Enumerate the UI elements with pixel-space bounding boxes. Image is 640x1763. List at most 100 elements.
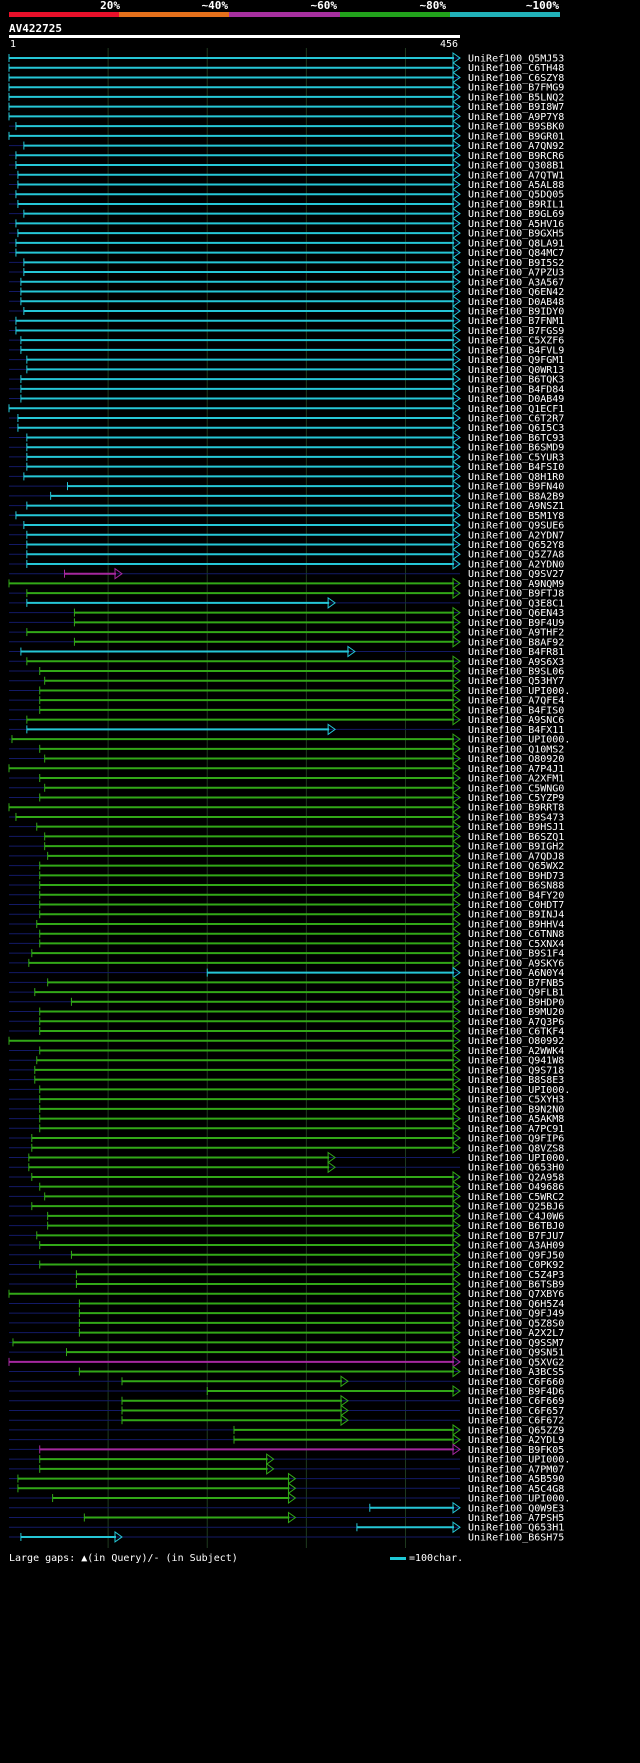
hit-label[interactable]: UniRef100_Q5XVG2	[468, 1357, 564, 1368]
hit-label[interactable]: UniRef100_Q9FLB1	[468, 988, 564, 999]
hit-label[interactable]: UniRef100_Q5DQ05	[468, 190, 564, 201]
hit-label[interactable]: UniRef100_Q9SV27	[468, 569, 564, 580]
hit-label[interactable]: UniRef100_B8S8E3	[468, 1075, 564, 1086]
hit-label[interactable]: UniRef100_C0HDT7	[468, 900, 564, 911]
hit-label[interactable]: UniRef100_A7QFE4	[468, 696, 564, 707]
hit-label[interactable]: UniRef100_B6TBJ0	[468, 1221, 564, 1232]
hit-label[interactable]: UniRef100_A2WWK4	[468, 1046, 564, 1057]
hit-label[interactable]: UniRef100_Q2A958	[468, 1172, 564, 1183]
hit-label[interactable]: UniRef100_O49686	[468, 1182, 564, 1193]
hit-label[interactable]: UniRef100_B9FN40	[468, 482, 564, 493]
hit-label[interactable]: UniRef100_Q8H1R0	[468, 472, 564, 483]
hit-label[interactable]: UniRef100_UPI000..	[468, 735, 569, 746]
hit-label[interactable]: UniRef100_B6SZQ1	[468, 832, 564, 843]
hit-label[interactable]: UniRef100_A9THF2	[468, 628, 564, 639]
hit-label[interactable]: UniRef100_D0AB49	[468, 394, 564, 405]
hit-label[interactable]: UniRef100_C5XNX4	[468, 939, 564, 950]
hit-label[interactable]: UniRef100_A7QTW1	[468, 170, 564, 181]
hit-label[interactable]: UniRef100_A7QN92	[468, 141, 564, 152]
hit-label[interactable]: UniRef100_B9HDP0	[468, 997, 564, 1008]
hit-label[interactable]: UniRef100_A9SNC6	[468, 715, 564, 726]
hit-label[interactable]: UniRef100_C6F672	[468, 1416, 564, 1427]
hit-label[interactable]: UniRef100_C5YUR3	[468, 452, 564, 463]
hit-label[interactable]: UniRef100_B9N2N0	[468, 1104, 564, 1115]
hit-label[interactable]: UniRef100_B7FNB5	[468, 978, 564, 989]
hit-label[interactable]: UniRef100_B9MU20	[468, 1007, 564, 1018]
hit-label[interactable]: UniRef100_B9I8W7	[468, 102, 564, 113]
hit-label[interactable]: UniRef100_Q0WR13	[468, 365, 564, 376]
hit-label[interactable]: UniRef100_UPI000..	[468, 1085, 569, 1096]
hit-label[interactable]: UniRef100_B9GXH5	[468, 229, 564, 240]
hit-label[interactable]: UniRef100_A2YDL9	[468, 1435, 564, 1446]
hit-label[interactable]: UniRef100_A9S6X3	[468, 657, 564, 668]
hit-label[interactable]: UniRef100_C5XYH3	[468, 1095, 564, 1106]
hit-label[interactable]: UniRef100_A5C4G8	[468, 1484, 564, 1495]
hit-label[interactable]: UniRef100_C4J0W6	[468, 1211, 564, 1222]
hit-label[interactable]: UniRef100_B6TSB9	[468, 1279, 564, 1290]
hit-label[interactable]: UniRef100_C6F669	[468, 1396, 564, 1407]
hit-label[interactable]: UniRef100_B9HD73	[468, 871, 564, 882]
hit-label[interactable]: UniRef100_B9S473	[468, 812, 564, 823]
hit-label[interactable]: UniRef100_A3A567	[468, 277, 564, 288]
hit-label[interactable]: UniRef100_Q652Y8	[468, 540, 564, 551]
hit-label[interactable]: UniRef100_B4FD84	[468, 384, 564, 395]
hit-label[interactable]: UniRef100_Q653H1	[468, 1523, 564, 1534]
hit-label[interactable]: UniRef100_A3AH09	[468, 1241, 564, 1252]
hit-label[interactable]: UniRef100_Q9SN51	[468, 1348, 564, 1359]
hit-label[interactable]: UniRef100_Q8VZS8	[468, 1143, 564, 1154]
hit-label[interactable]: UniRef100_B9HSJ1	[468, 822, 564, 833]
hit-label[interactable]: UniRef100_Q9FIP6	[468, 1134, 564, 1145]
hit-label[interactable]: UniRef100_C5XZF6	[468, 336, 564, 347]
hit-label[interactable]: UniRef100_B9F4U9	[468, 618, 564, 629]
hit-label[interactable]: UniRef100_C6F657	[468, 1406, 564, 1417]
hit-label[interactable]: UniRef100_C5YZP9	[468, 793, 564, 804]
hit-label[interactable]: UniRef100_B9GL69	[468, 209, 564, 220]
hit-label[interactable]: UniRef100_B7FGS9	[468, 326, 564, 337]
hit-label[interactable]: UniRef100_B4FSI0	[468, 462, 564, 473]
hit-label[interactable]: UniRef100_A5AL88	[468, 180, 564, 191]
hit-label[interactable]: UniRef100_Q65WX2	[468, 861, 564, 872]
hit-label[interactable]: UniRef100_B4FY20	[468, 890, 564, 901]
hit-label[interactable]: UniRef100_B6SH75	[468, 1532, 564, 1543]
hit-label[interactable]: UniRef100_Q6EN42	[468, 287, 564, 298]
hit-label[interactable]: UniRef100_UPI000..	[468, 1455, 569, 1466]
hit-label[interactable]: UniRef100_B4FR81	[468, 647, 564, 658]
hit-label[interactable]: UniRef100_Q9S718	[468, 1065, 564, 1076]
hit-label[interactable]: UniRef100_A7PZU3	[468, 268, 564, 279]
hit-label[interactable]: UniRef100_A7Q3P6	[468, 1017, 564, 1028]
hit-label[interactable]: UniRef100_B9I5S2	[468, 258, 564, 269]
hit-label[interactable]: UniRef100_A2YDN7	[468, 530, 564, 541]
hit-label[interactable]: UniRef100_B4FVL9	[468, 345, 564, 356]
hit-label[interactable]: UniRef100_C5WRC2	[468, 1192, 564, 1203]
hit-label[interactable]: UniRef100_B4FIS0	[468, 705, 564, 716]
hit-label[interactable]: UniRef100_Q84MC7	[468, 248, 564, 259]
hit-label[interactable]: UniRef100_C6SZY8	[468, 73, 564, 84]
hit-label[interactable]: UniRef100_A5AKM8	[468, 1114, 564, 1125]
hit-label[interactable]: UniRef100_O80992	[468, 1036, 564, 1047]
hit-label[interactable]: UniRef100_A9SKY6	[468, 958, 564, 969]
hit-label[interactable]: UniRef100_B9FTJ8	[468, 589, 564, 600]
hit-label[interactable]: UniRef100_Q308B1	[468, 161, 564, 172]
hit-label[interactable]: UniRef100_A9NSZ1	[468, 501, 564, 512]
hit-label[interactable]: UniRef100_Q9SSM7	[468, 1338, 564, 1349]
hit-label[interactable]: UniRef100_Q941W8	[468, 1056, 564, 1067]
hit-label[interactable]: UniRef100_Q9FGM1	[468, 355, 564, 366]
hit-label[interactable]: UniRef100_Q9FJ49	[468, 1309, 564, 1320]
hit-label[interactable]: UniRef100_A2X2L7	[468, 1328, 564, 1339]
hit-label[interactable]: UniRef100_C6F660	[468, 1377, 564, 1388]
hit-label[interactable]: UniRef100_A9NQM9	[468, 579, 564, 590]
hit-label[interactable]: UniRef100_A2XFM1	[468, 774, 564, 785]
hit-label[interactable]: UniRef100_Q5MJ53	[468, 54, 564, 65]
hit-label[interactable]: UniRef100_A7PM07	[468, 1464, 564, 1475]
hit-label[interactable]: UniRef100_B6TC93	[468, 433, 564, 444]
hit-label[interactable]: UniRef100_B9RRT8	[468, 803, 564, 814]
hit-label[interactable]: UniRef100_B4FX11	[468, 725, 564, 736]
hit-label[interactable]: UniRef100_A7QDJ8	[468, 851, 564, 862]
hit-label[interactable]: UniRef100_C0PK92	[468, 1260, 564, 1271]
hit-label[interactable]: UniRef100_UPI000..	[468, 1153, 569, 1164]
hit-label[interactable]: UniRef100_Q6I5C3	[468, 423, 564, 434]
hit-label[interactable]: UniRef100_Q9FJ50	[468, 1250, 564, 1261]
hit-label[interactable]: UniRef100_C5Z4P3	[468, 1270, 564, 1281]
hit-label[interactable]: UniRef100_Q25BJ6	[468, 1202, 564, 1213]
hit-label[interactable]: UniRef100_B8A2B9	[468, 491, 564, 502]
